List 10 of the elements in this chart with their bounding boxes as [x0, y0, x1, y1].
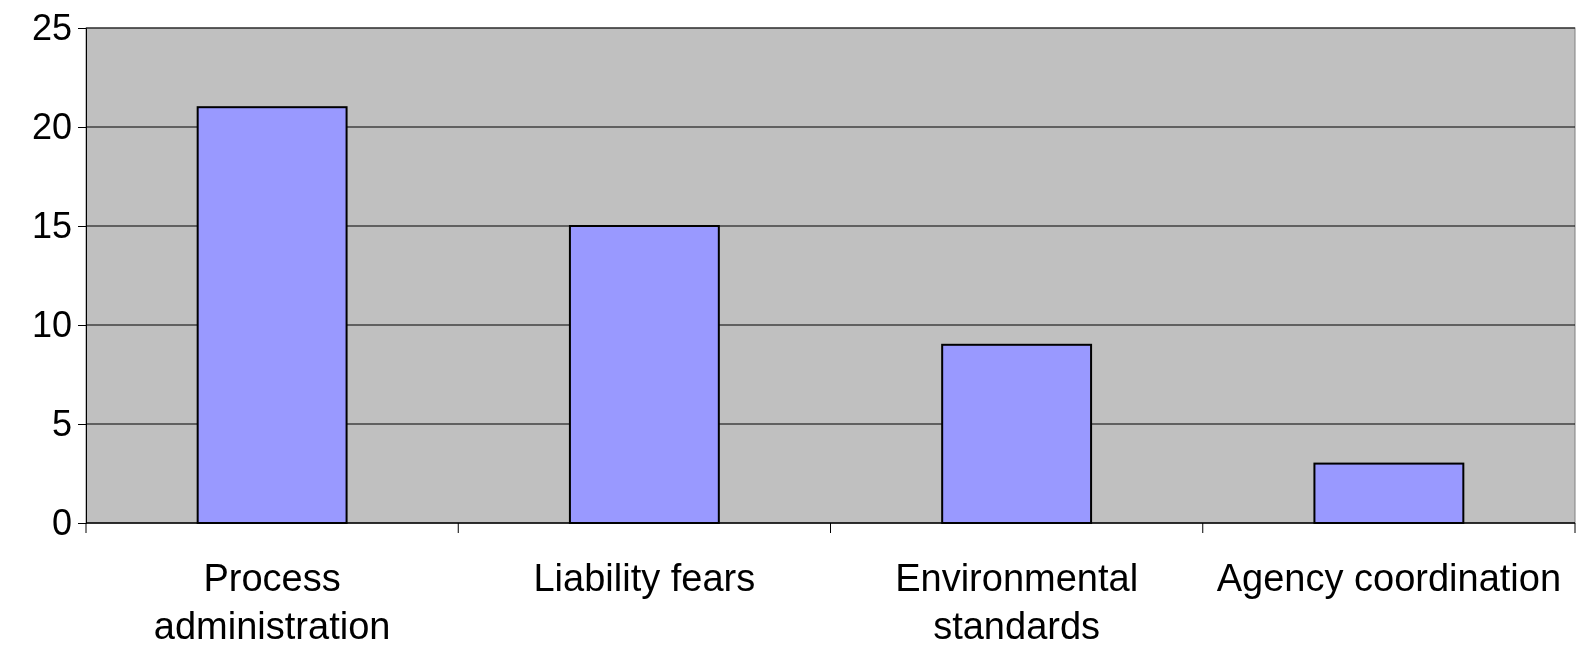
- y-tick-label: 5: [51, 403, 72, 445]
- x-tick-label: Process administration: [153, 557, 391, 647]
- y-tick-label: 10: [31, 304, 72, 346]
- y-tick-label: 15: [31, 205, 72, 247]
- y-tick-label: 25: [31, 7, 72, 49]
- y-tick-label: 20: [31, 106, 72, 148]
- x-tick-label: Agency coordination: [1216, 557, 1562, 599]
- x-tick-label: Liability fears: [533, 557, 756, 599]
- x-tick-label: Environmental standards: [895, 557, 1139, 647]
- y-tick-label: 0: [51, 502, 72, 544]
